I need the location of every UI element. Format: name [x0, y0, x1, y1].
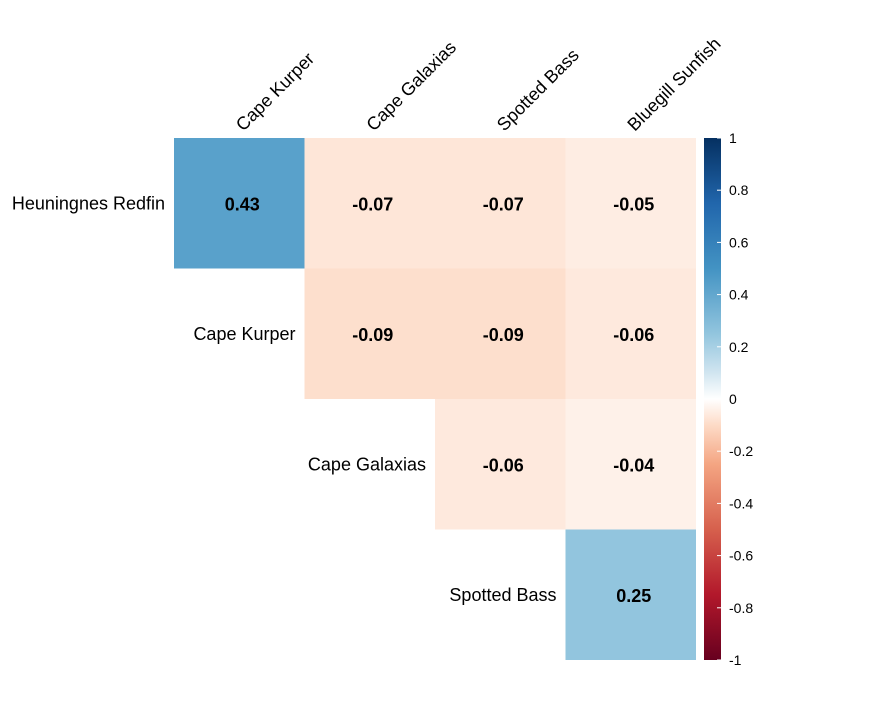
heatmap-cell [435, 268, 566, 399]
row-label: Cape Galaxias [308, 454, 426, 474]
column-label: Cape Galaxias [362, 37, 460, 135]
row-label: Cape Kurper [193, 324, 295, 344]
cell-value-label: -0.04 [613, 455, 654, 475]
heatmap-cell [304, 138, 435, 269]
cell-value-label: -0.06 [483, 455, 524, 475]
heatmap-cell [565, 268, 696, 399]
heatmap-cell [174, 138, 305, 269]
cell-value-label: -0.09 [483, 325, 524, 345]
cell-value-label: 0.25 [616, 586, 651, 606]
legend-tick-label: 0.2 [729, 339, 749, 355]
legend-tick-label: -0.6 [729, 548, 753, 564]
heatmap-cell [435, 138, 566, 269]
cell-value-label: 0.43 [225, 194, 260, 214]
legend-tick-label: 1 [729, 130, 737, 146]
row-label: Spotted Bass [449, 585, 556, 605]
heatmap-cell [565, 399, 696, 530]
legend-tick-label: 0 [729, 391, 737, 407]
cell-value-label: -0.07 [483, 194, 524, 214]
column-label: Cape Kurper [232, 49, 318, 135]
row-label: Heuningnes Redfin [12, 193, 165, 213]
legend-tick-label: -1 [729, 652, 742, 668]
column-label: Bluegill Sunfish [623, 34, 724, 135]
heatmap-cell [304, 268, 435, 399]
column-label: Spotted Bass [493, 45, 583, 135]
legend-tick-label: 0.8 [729, 182, 749, 198]
legend-tick-label: -0.2 [729, 443, 753, 459]
legend-tick-label: 0.4 [729, 287, 749, 303]
legend-tick-label: 0.6 [729, 234, 749, 250]
cell-value-label: -0.09 [352, 325, 393, 345]
heatmap-cell [565, 529, 696, 660]
heatmap-cell [565, 138, 696, 269]
heatmap-cell [435, 399, 566, 530]
cell-value-label: -0.05 [613, 194, 654, 214]
cell-value-label: -0.07 [352, 194, 393, 214]
legend-tick-label: -0.8 [729, 600, 753, 616]
color-legend-bar [704, 138, 721, 660]
legend-tick-label: -0.4 [729, 495, 753, 511]
cell-value-label: -0.06 [613, 325, 654, 345]
